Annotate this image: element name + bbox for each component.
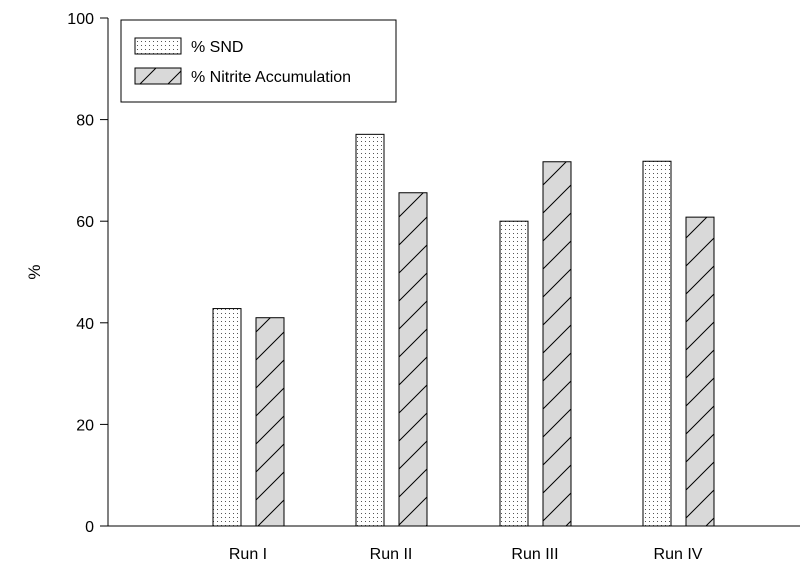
x-category-label: Run II <box>370 546 413 563</box>
legend-swatch-snd <box>134 37 182 55</box>
x-category-label: Run IV <box>654 546 703 563</box>
y-axis-label: % <box>25 264 44 279</box>
legend-box <box>120 19 397 103</box>
bars <box>212 133 715 527</box>
legend-entry-label: % SND <box>191 39 243 56</box>
bar-nitrite-accumulation <box>398 192 428 527</box>
legend-swatch-nitrite <box>134 67 182 85</box>
bar-snd <box>355 133 385 527</box>
y-tick-label: 80 <box>76 113 94 130</box>
y-tick-label: 100 <box>67 11 94 28</box>
labels: 0 20 40 60 80 100% Run I Run II Run III Run IV <box>25 11 703 563</box>
bar-snd <box>212 308 242 527</box>
bar-nitrite-accumulation <box>685 216 715 527</box>
y-tick-label: 0 <box>85 519 94 536</box>
y-tick-label: 60 <box>76 214 94 231</box>
bar-snd <box>499 220 529 527</box>
bar-snd <box>642 160 672 527</box>
y-tick-label: 40 <box>76 316 94 333</box>
legend-entry-label: % Nitrite Accumulation <box>191 69 351 86</box>
legend: % SND % Nitrite Accumulation <box>120 19 397 103</box>
x-category-label: Run I <box>229 546 267 563</box>
bar-nitrite-accumulation <box>255 317 285 527</box>
x-category-label: Run III <box>511 546 558 563</box>
y-tick-label: 20 <box>76 417 94 434</box>
bar-nitrite-accumulation <box>542 161 572 527</box>
